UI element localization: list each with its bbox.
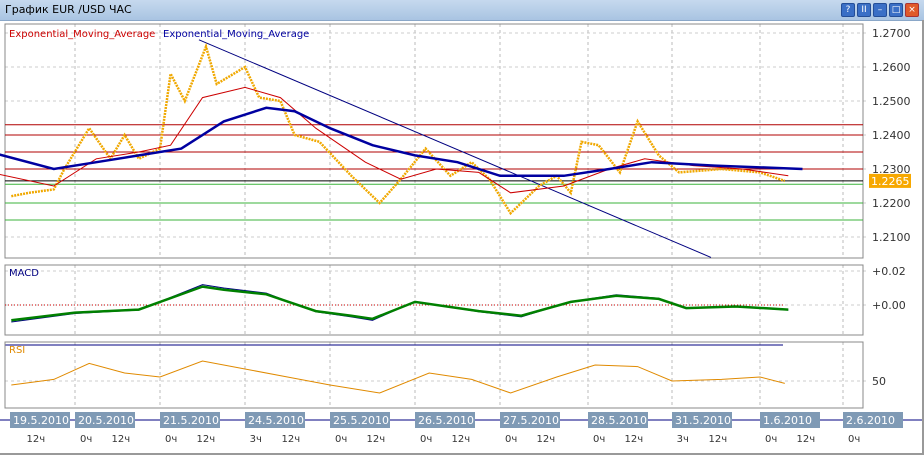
date-label-text: 19.5.2010 bbox=[13, 414, 69, 427]
trend-line bbox=[198, 39, 712, 258]
date-label-bg bbox=[588, 412, 648, 428]
hour-label: 0ч bbox=[505, 434, 517, 445]
date-label[interactable]: 2.6.2010 bbox=[843, 412, 903, 428]
hour-label: 12ч bbox=[625, 434, 644, 445]
date-label[interactable]: 25.5.2010 bbox=[330, 412, 390, 428]
date-label[interactable]: 19.5.2010 bbox=[10, 412, 70, 428]
legend-ema-fast: Exponential_Moving_Average bbox=[9, 29, 155, 40]
hour-label: 0ч bbox=[765, 434, 777, 445]
close-button[interactable]: × bbox=[905, 3, 919, 17]
date-label[interactable]: 27.5.2010 bbox=[500, 412, 560, 428]
date-label[interactable]: 1.6.2010 bbox=[760, 412, 820, 428]
date-label-bg bbox=[500, 412, 560, 428]
ema-fast-line bbox=[0, 86, 789, 194]
date-label-text: 27.5.2010 bbox=[503, 414, 559, 427]
date-label[interactable]: 20.5.2010 bbox=[75, 412, 135, 428]
price-panel bbox=[4, 23, 864, 259]
date-label-text: 2.6.2010 bbox=[846, 414, 895, 427]
rsi-tick-label: 50 bbox=[872, 375, 886, 388]
hour-label: 0ч bbox=[593, 434, 605, 445]
date-label-text: 25.5.2010 bbox=[333, 414, 389, 427]
date-label-text: 24.5.2010 bbox=[248, 414, 304, 427]
date-label-bg bbox=[672, 412, 732, 428]
hour-label: 12ч bbox=[367, 434, 386, 445]
date-label-text: 28.5.2010 bbox=[591, 414, 647, 427]
macd-signal-line bbox=[11, 285, 789, 322]
date-label-bg bbox=[843, 412, 903, 428]
price-tick-label: 1.2100 bbox=[872, 231, 911, 244]
hour-label: 12ч bbox=[282, 434, 301, 445]
date-label[interactable]: 21.5.2010 bbox=[160, 412, 220, 428]
hour-label: 12ч bbox=[452, 434, 471, 445]
hour-label: 12ч bbox=[797, 434, 816, 445]
hour-label: 12ч bbox=[709, 434, 728, 445]
date-label-text: 26.5.2010 bbox=[418, 414, 474, 427]
window-titlebar: График EUR /USD ЧАС ? II – □ × bbox=[0, 0, 924, 21]
price-tick-label: 1.2600 bbox=[872, 61, 911, 74]
date-label-bg bbox=[330, 412, 390, 428]
current-price-label: 1.2265 bbox=[871, 175, 910, 188]
date-label-text: 20.5.2010 bbox=[78, 414, 134, 427]
date-label-bg bbox=[245, 412, 305, 428]
minimize-button[interactable]: – bbox=[873, 3, 887, 17]
date-label-bg bbox=[415, 412, 475, 428]
price-tick-label: 1.2400 bbox=[872, 129, 911, 142]
date-label-text: 1.6.2010 bbox=[763, 414, 812, 427]
maximize-button[interactable]: □ bbox=[889, 3, 903, 17]
price-tick-label: 1.2200 bbox=[872, 197, 911, 210]
price-tick-label: 1.2700 bbox=[872, 27, 911, 40]
hour-label: 12ч bbox=[112, 434, 131, 445]
date-label[interactable]: 31.5.2010 bbox=[672, 412, 732, 428]
macd-panel bbox=[4, 264, 864, 336]
hour-label: 0ч bbox=[420, 434, 432, 445]
rsi-line bbox=[11, 360, 785, 394]
price-tick-label: 1.2300 bbox=[872, 163, 911, 176]
date-label-bg bbox=[760, 412, 820, 428]
hour-label: 0ч bbox=[80, 434, 92, 445]
pause-button[interactable]: II bbox=[857, 3, 871, 17]
rsi-panel bbox=[4, 341, 864, 409]
macd-tick-label: +0.02 bbox=[872, 265, 906, 278]
date-label-bg bbox=[160, 412, 220, 428]
date-label[interactable]: 26.5.2010 bbox=[415, 412, 475, 428]
ema-slow-line bbox=[0, 106, 803, 178]
date-label-text: 31.5.2010 bbox=[675, 414, 731, 427]
rsi-label: RSI bbox=[9, 345, 25, 356]
hour-label: 0ч bbox=[848, 434, 860, 445]
price-chart[interactable]: Exponential_Moving_Average Exponential_M… bbox=[0, 20, 924, 455]
macd-label: MACD bbox=[9, 268, 39, 279]
date-label[interactable]: 24.5.2010 bbox=[245, 412, 305, 428]
date-label-bg bbox=[10, 412, 70, 428]
hour-label: 3ч bbox=[677, 434, 689, 445]
help-button[interactable]: ? bbox=[841, 3, 855, 17]
legend-ema-slow: Exponential_Moving_Average bbox=[163, 29, 309, 40]
price-tick-label: 1.2500 bbox=[872, 95, 911, 108]
macd-tick-label: +0.00 bbox=[872, 299, 906, 312]
date-label-bg bbox=[75, 412, 135, 428]
hour-label: 0ч bbox=[165, 434, 177, 445]
hour-label: 12ч bbox=[27, 434, 46, 445]
hour-label: 3ч bbox=[250, 434, 262, 445]
hour-label: 12ч bbox=[537, 434, 556, 445]
current-price-tag bbox=[869, 173, 911, 188]
hour-label: 0ч bbox=[335, 434, 347, 445]
date-label[interactable]: 28.5.2010 bbox=[588, 412, 648, 428]
price-series bbox=[11, 42, 786, 216]
date-label-text: 21.5.2010 bbox=[163, 414, 219, 427]
window-title: График EUR /USD ЧАС bbox=[5, 3, 132, 16]
hour-label: 12ч bbox=[197, 434, 216, 445]
